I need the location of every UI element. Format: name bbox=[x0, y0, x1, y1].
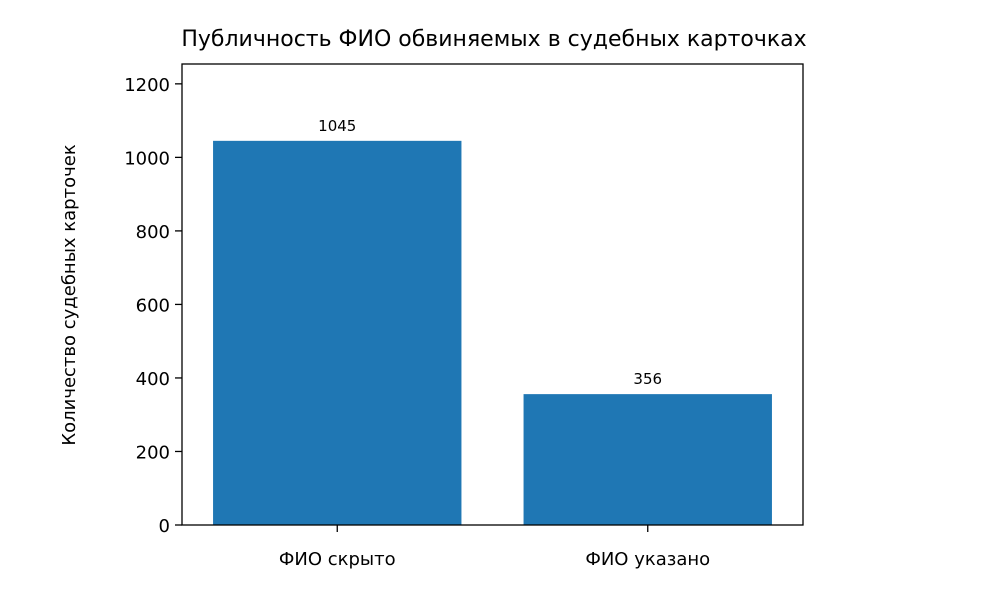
data-label: 1045 bbox=[318, 117, 356, 135]
y-tick-label: 200 bbox=[136, 442, 170, 463]
y-tick-label: 1000 bbox=[124, 148, 170, 169]
bar bbox=[213, 140, 462, 526]
y-axis-label: Количество судебных карточек bbox=[59, 144, 80, 445]
chart-title: Публичность ФИО обвиняемых в судебных ка… bbox=[181, 27, 806, 52]
y-tick-label: 800 bbox=[136, 222, 170, 243]
x-tick-label: ФИО скрыто bbox=[279, 549, 396, 570]
y-tick-label: 0 bbox=[159, 516, 170, 537]
data-label: 356 bbox=[633, 370, 662, 388]
y-tick-label: 400 bbox=[136, 369, 170, 390]
plot-frame bbox=[181, 63, 804, 526]
x-tick-label: ФИО указано bbox=[585, 549, 710, 570]
y-tick-label: 600 bbox=[136, 295, 170, 316]
bar bbox=[523, 394, 772, 525]
y-tick-label: 1200 bbox=[124, 75, 170, 96]
